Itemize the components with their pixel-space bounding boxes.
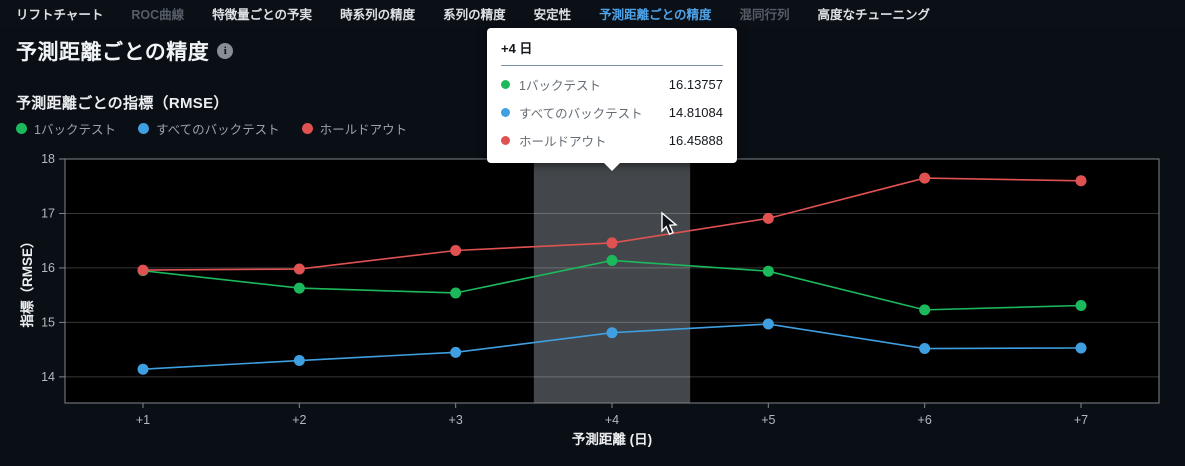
x-tick-label: +6 bbox=[918, 413, 932, 427]
data-point[interactable] bbox=[137, 264, 149, 276]
info-icon[interactable]: i bbox=[217, 43, 234, 59]
legend-item-3[interactable]: ホールドアウト bbox=[301, 119, 408, 138]
tooltip-series-dot bbox=[501, 79, 510, 89]
y-tick-label: 18 bbox=[41, 152, 55, 166]
tooltip-series-dot bbox=[501, 135, 510, 145]
data-point[interactable] bbox=[919, 343, 931, 355]
data-point[interactable] bbox=[762, 318, 774, 330]
data-point[interactable] bbox=[919, 172, 931, 184]
data-point[interactable] bbox=[293, 355, 305, 367]
legend-label: すべてのバックテスト bbox=[155, 123, 280, 137]
tooltip-row-3: ホールドアウト 16.45888 bbox=[501, 126, 723, 154]
y-tick-label: 15 bbox=[41, 315, 55, 329]
tooltip-series-label: ホールドアウト bbox=[519, 134, 607, 149]
tooltip-series-label: すべてのバックテスト bbox=[519, 106, 643, 121]
data-point[interactable] bbox=[293, 282, 305, 294]
tooltip-series-label: 1バックテスト bbox=[519, 78, 601, 93]
tooltip-series-value: 16.45888 bbox=[668, 132, 723, 148]
mouse-cursor bbox=[661, 211, 678, 236]
data-point[interactable] bbox=[450, 346, 462, 358]
data-point[interactable] bbox=[762, 265, 774, 277]
data-point[interactable] bbox=[762, 212, 774, 224]
x-tick-label: +5 bbox=[761, 413, 775, 427]
tab-3[interactable]: 特徴量ごとの予実 bbox=[212, 8, 313, 22]
tooltip-title: +4 日 bbox=[501, 41, 533, 56]
legend-label: ホールドアウト bbox=[319, 123, 408, 137]
tooltip-series-value: 14.81084 bbox=[668, 104, 723, 120]
x-tick-label: +2 bbox=[292, 413, 306, 427]
hover-highlight-band bbox=[533, 159, 691, 403]
x-tick-label: +3 bbox=[449, 413, 463, 427]
x-axis-title: 予測距離 (日) bbox=[572, 431, 652, 447]
tooltip-series-dot bbox=[501, 107, 510, 117]
tooltip-arrow bbox=[604, 163, 620, 171]
data-point[interactable] bbox=[1075, 300, 1087, 312]
tooltip-row-1: 1バックテスト 16.13757 bbox=[501, 70, 723, 98]
data-point[interactable] bbox=[1075, 342, 1087, 354]
data-point[interactable] bbox=[450, 245, 462, 256]
tab-6[interactable]: 安定性 bbox=[533, 8, 572, 22]
tab-8: 混同行列 bbox=[739, 8, 790, 22]
accuracy-line-chart[interactable]: 14 15 16 17 18 +1 +2 +3 +4 +5 +6 +7 予測距離 (日) 指標（RMSE） bbox=[0, 150, 1185, 466]
chart-tooltip: +4 日 1バックテスト 16.13757 すべてのバックテスト 14.81084 ホー… bbox=[487, 28, 737, 171]
tab-bar: リフトチャート ROC曲線 特徴量ごとの予実 時系列の精度 系列の精度 安定性 予測距離ごと… bbox=[0, 0, 1185, 27]
legend-dot bbox=[301, 123, 313, 134]
tab-4[interactable]: 時系列の精度 bbox=[340, 8, 416, 22]
chart-legend: 1バックテスト すべてのバックテスト ホールドアウト bbox=[16, 119, 407, 138]
tab-2: ROC曲線 bbox=[131, 8, 185, 22]
data-point[interactable] bbox=[137, 363, 149, 375]
tab-5[interactable]: 系列の精度 bbox=[443, 8, 506, 22]
y-tick-label: 16 bbox=[41, 261, 55, 275]
data-point[interactable] bbox=[606, 254, 618, 266]
tooltip-row-2: すべてのバックテスト 14.81084 bbox=[501, 98, 723, 126]
legend-item-2[interactable]: すべてのバックテスト bbox=[137, 119, 280, 138]
tooltip-series-value: 16.13757 bbox=[668, 76, 723, 92]
y-axis-title: 指標（RMSE） bbox=[19, 234, 35, 327]
legend-dot bbox=[16, 123, 27, 134]
data-point[interactable] bbox=[450, 287, 462, 299]
data-point[interactable] bbox=[1075, 175, 1087, 187]
x-tick-label: +1 bbox=[136, 413, 150, 427]
tab-7[interactable]: 予測距離ごとの精度 bbox=[599, 8, 712, 22]
data-point[interactable] bbox=[606, 237, 618, 249]
tooltip-divider bbox=[501, 65, 723, 66]
data-point[interactable] bbox=[606, 327, 618, 339]
y-tick-label: 14 bbox=[41, 370, 55, 384]
chart-title: 予測距離ごとの指標（RMSE） bbox=[16, 95, 229, 112]
y-tick-label: 17 bbox=[41, 206, 55, 220]
data-point[interactable] bbox=[919, 304, 931, 316]
data-point[interactable] bbox=[293, 263, 305, 275]
tab-1[interactable]: リフトチャート bbox=[16, 8, 104, 22]
x-tick-label: +7 bbox=[1074, 413, 1088, 427]
legend-item-1[interactable]: 1バックテスト bbox=[16, 119, 116, 138]
legend-label: 1バックテスト bbox=[34, 123, 116, 137]
tab-9[interactable]: 高度なチューニング bbox=[817, 8, 931, 22]
x-tick-label: +4 bbox=[605, 413, 619, 427]
page-title: 予測距離ごとの精度 bbox=[16, 41, 210, 64]
legend-dot bbox=[137, 123, 149, 134]
